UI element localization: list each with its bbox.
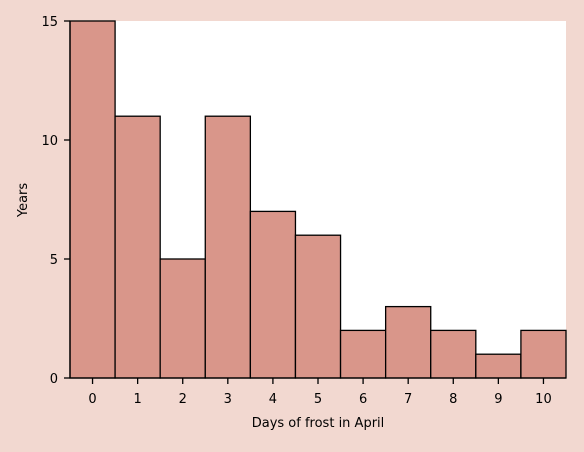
x-axis-label: Days of frost in April xyxy=(252,416,385,431)
x-tick-label: 1 xyxy=(133,392,141,407)
x-tick-label: 9 xyxy=(494,392,502,407)
x-tick-label: 4 xyxy=(269,392,277,407)
y-tick-label: 15 xyxy=(41,15,58,30)
x-tick-label: 2 xyxy=(179,392,187,407)
x-tick-label: 7 xyxy=(404,392,412,407)
bar-0 xyxy=(69,20,116,379)
bar-2 xyxy=(159,258,206,379)
bar-4 xyxy=(249,210,297,379)
bar-9 xyxy=(475,353,522,379)
y-tick-label: 10 xyxy=(41,134,58,149)
bar-8 xyxy=(430,329,477,379)
bar-10 xyxy=(520,329,567,379)
bar-5 xyxy=(294,234,342,379)
bar-1 xyxy=(114,115,161,379)
x-tick-label: 5 xyxy=(314,392,322,407)
bars-group xyxy=(69,20,567,379)
x-ticks-group: 0 1 2 3 4 5 6 7 8 9 10 xyxy=(88,378,552,407)
x-tick-label: 8 xyxy=(449,392,457,407)
x-tick-label: 10 xyxy=(535,392,552,407)
bar-7 xyxy=(384,305,432,379)
y-tick-label: 5 xyxy=(50,253,58,268)
y-ticks-group: 0 5 10 15 xyxy=(41,15,70,387)
bar-6 xyxy=(339,329,387,379)
x-tick-label: 6 xyxy=(359,392,367,407)
x-tick-label: 0 xyxy=(88,392,96,407)
bar-3 xyxy=(204,115,252,379)
y-axis-label: Years xyxy=(16,183,31,219)
x-tick-label: 3 xyxy=(224,392,232,407)
y-tick-label: 0 xyxy=(50,372,58,387)
